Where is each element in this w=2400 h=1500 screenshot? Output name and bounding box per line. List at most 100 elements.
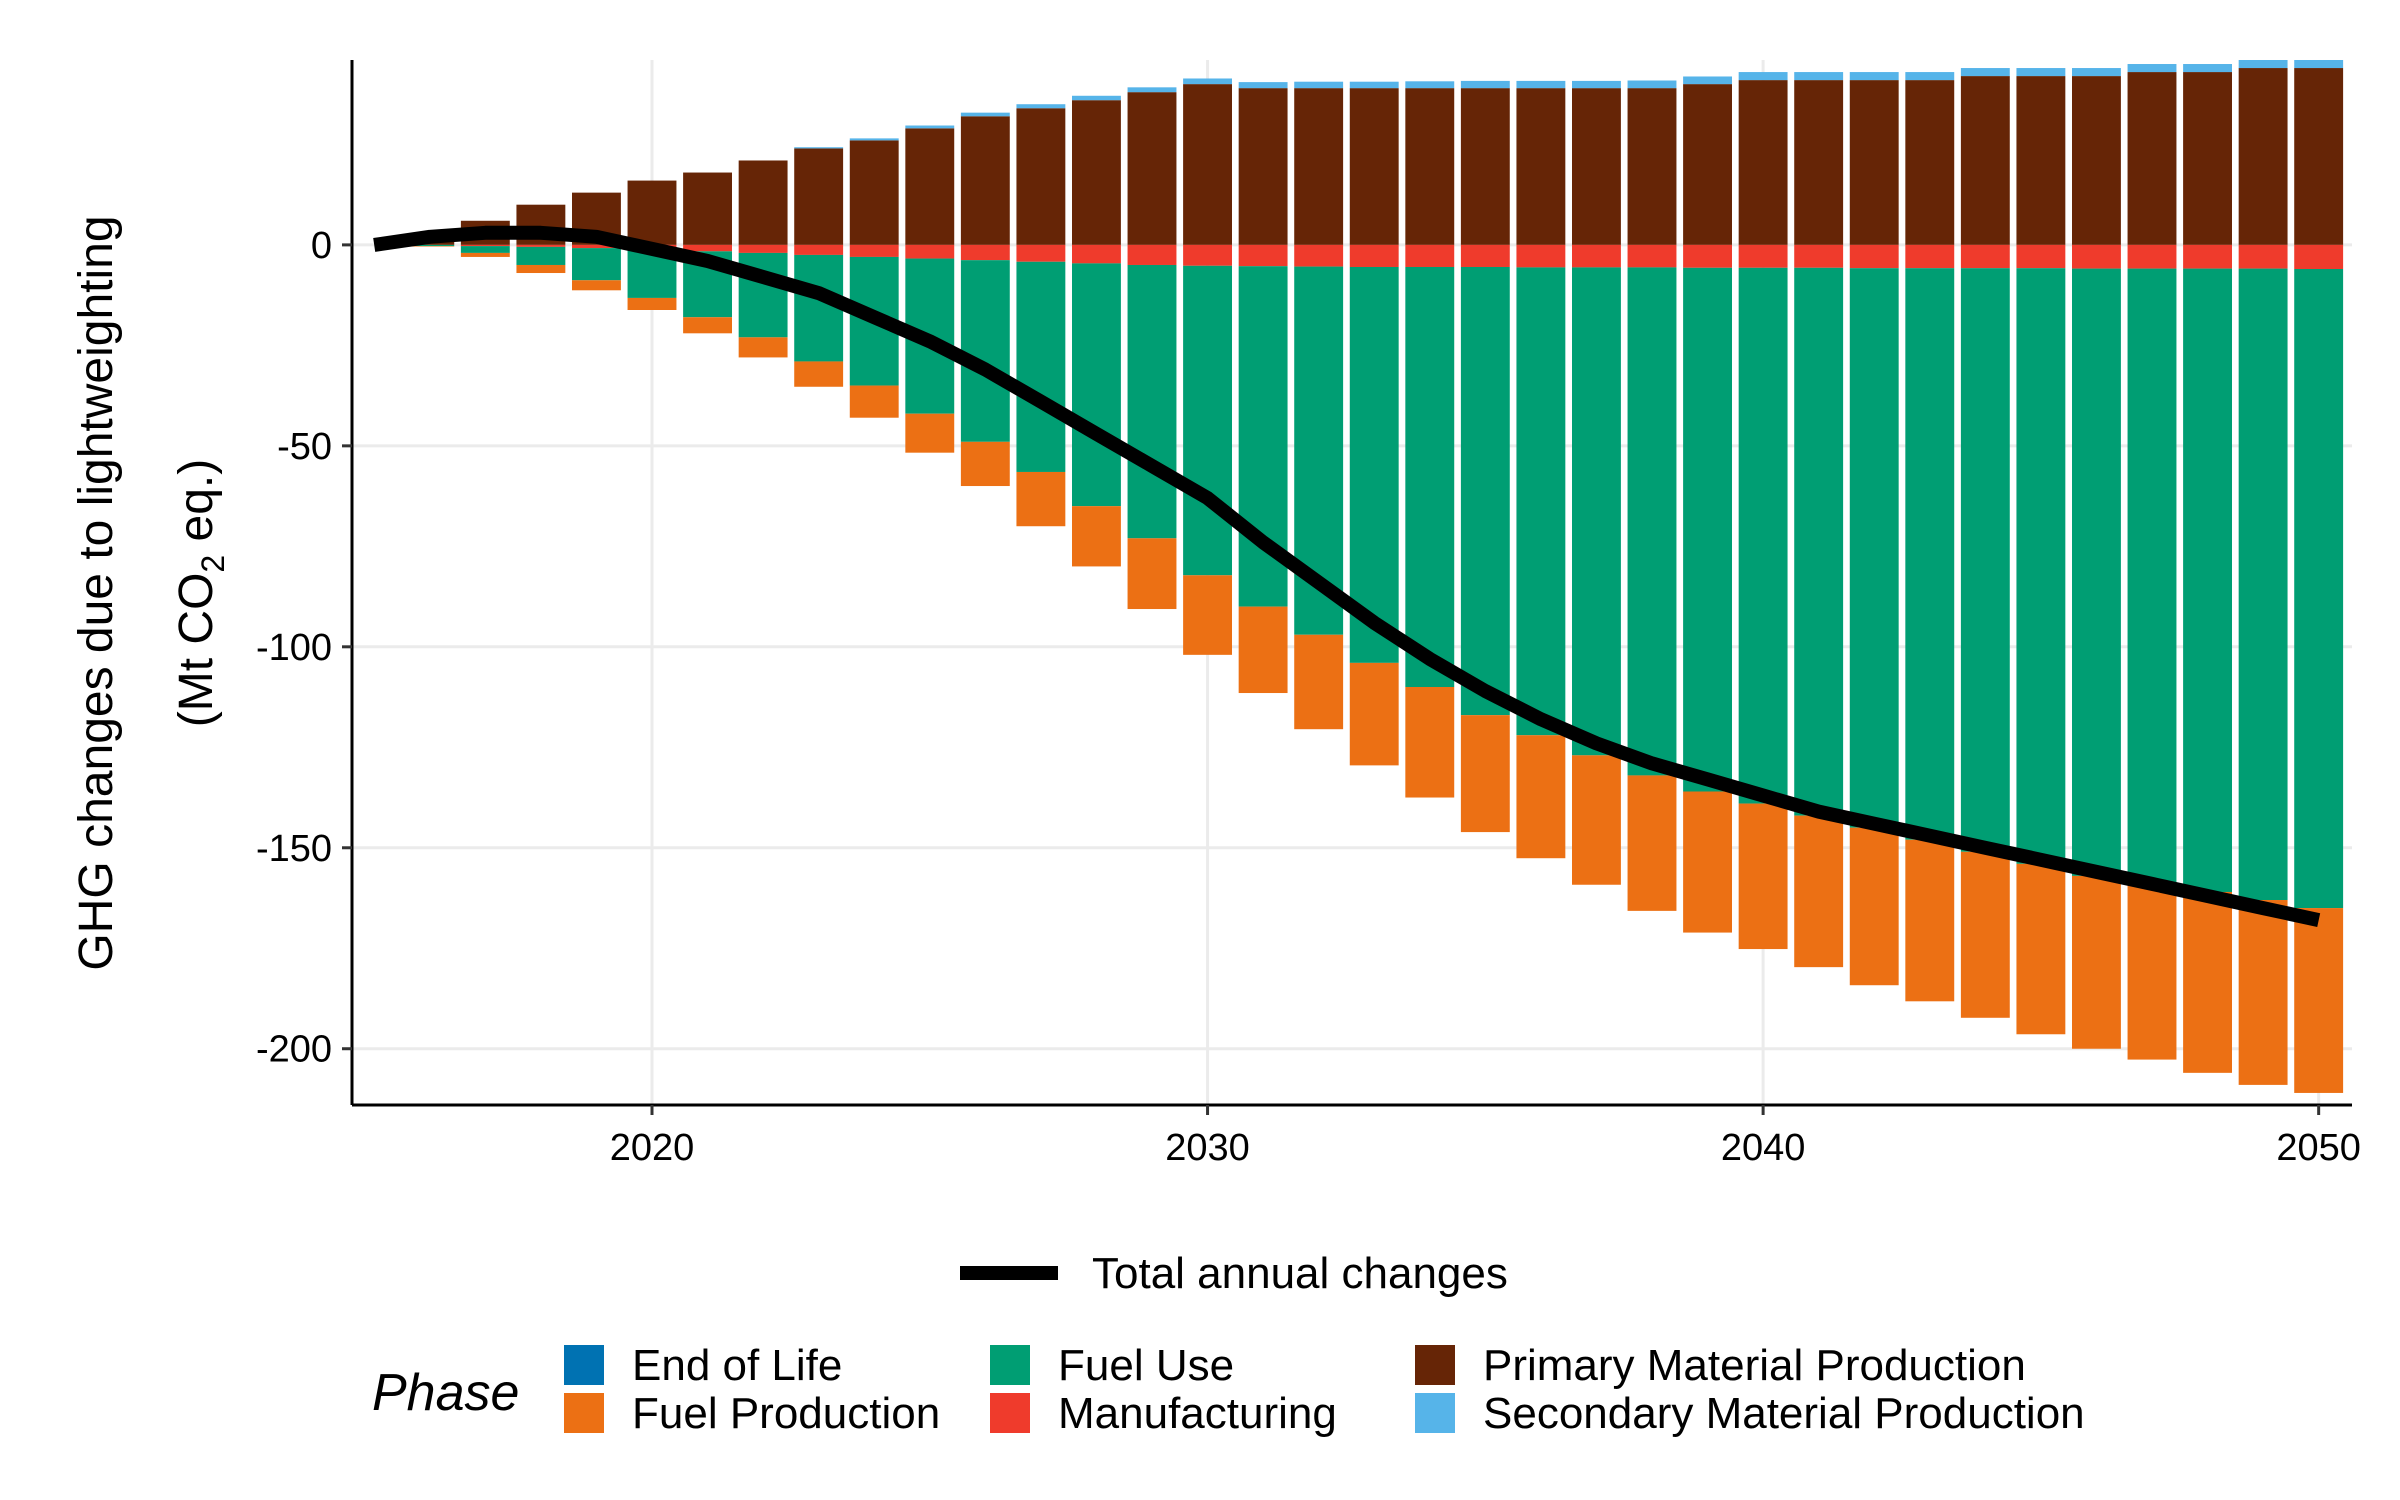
bar-manufacturing-2034 [1405,244,1455,267]
bar-secondary-material-production-2025 [905,125,955,129]
bar-primary-material-production-2040 [1738,80,1788,245]
bar-fuel-use-2047 [2127,268,2177,884]
x-tick-label: 2030 [1165,1127,1250,1169]
bar-secondary-material-production-2038 [1627,80,1677,89]
bar-secondary-material-production-2046 [2072,68,2121,77]
bar-manufacturing-2040 [1738,244,1788,268]
bar-primary-material-production-2046 [2072,76,2121,245]
bar-fuel-use-2027 [1016,261,1066,472]
bar-fuel-use-2046 [2072,268,2121,876]
bar-manufacturing-2029 [1127,244,1177,265]
bar-manufacturing-2023 [794,244,844,255]
legend-label: Fuel Production [632,1389,940,1438]
bar-secondary-material-production-2039 [1683,76,1732,85]
legend-line-label: Total annual changes [1092,1249,1508,1298]
bar-fuel-use-2037 [1572,267,1621,756]
bar-fuel-production-2037 [1572,755,1621,885]
bar-primary-material-production-2023 [794,148,844,245]
bar-secondary-material-production-2043 [1905,72,1955,81]
bar-fuel-use-2034 [1405,266,1455,687]
legend-key-fuel-use [990,1345,1030,1385]
bar-secondary-material-production-2047 [2127,64,2177,73]
total-line-layer [373,225,2321,927]
x-tick-label: 2040 [1721,1127,1806,1169]
bar-manufacturing-2050 [2294,244,2344,269]
bar-fuel-use-2029 [1127,264,1177,539]
bar-primary-material-production-2038 [1627,88,1677,245]
bar-fuel-production-2021 [683,317,732,334]
bar-fuel-production-2028 [1072,506,1121,567]
bar-fuel-use-2017 [460,246,510,253]
legend-key-manufacturing [990,1393,1030,1433]
bar-fuel-production-2022 [738,337,788,358]
bar-manufacturing-2032 [1294,244,1344,267]
bar-fuel-use-2045 [2016,268,2066,864]
stacked-bars [405,60,2344,1093]
bar-primary-material-production-2029 [1127,92,1177,245]
bar-secondary-material-production-2040 [1738,72,1788,81]
bar-fuel-production-2031 [1238,606,1288,694]
bar-fuel-production-2038 [1627,775,1677,911]
bar-fuel-production-2035 [1460,715,1510,833]
bar-manufacturing-2018 [516,244,566,247]
bar-secondary-material-production-2037 [1572,80,1621,89]
bar-manufacturing-2047 [2127,244,2177,269]
bar-fuel-use-2026 [960,260,1010,442]
bar-fuel-production-2049 [2238,900,2288,1085]
bar-fuel-production-2027 [1016,471,1066,527]
bar-primary-material-production-2035 [1460,88,1510,245]
legend-key-fuel-production [564,1393,604,1433]
bar-secondary-material-production-2032 [1294,81,1344,89]
legend-key-end-of-life [564,1345,604,1385]
bar-manufacturing-2030 [1183,244,1232,266]
bar-primary-material-production-2031 [1238,88,1288,245]
bar-primary-material-production-2028 [1072,100,1121,245]
y-tick-label: -50 [277,426,332,468]
bar-manufacturing-2025 [905,244,955,259]
bar-manufacturing-2041 [1794,244,1844,268]
bar-manufacturing-2048 [2183,244,2232,269]
bar-secondary-material-production-2050 [2294,60,2344,69]
bar-fuel-use-2038 [1627,267,1677,776]
bar-primary-material-production-2042 [1849,80,1899,245]
bar-fuel-use-2050 [2294,269,2344,909]
y-axis-title-subscript: 2 [195,555,231,573]
bar-fuel-use-2041 [1794,267,1844,816]
y-axis-title-suffix: eq.) [170,459,223,555]
bar-secondary-material-production-2035 [1460,80,1510,89]
bar-secondary-material-production-2029 [1127,87,1177,93]
legend-label: Primary Material Production [1483,1341,2026,1390]
bar-manufacturing-2019 [572,244,621,249]
legend-label: Manufacturing [1058,1389,1337,1438]
bar-secondary-material-production-2042 [1849,72,1899,81]
bar-manufacturing-2024 [849,244,899,257]
bar-fuel-production-2020 [627,297,677,310]
bar-manufacturing-2026 [960,244,1010,261]
bar-manufacturing-2028 [1072,244,1121,264]
bar-secondary-material-production-2023 [794,147,844,149]
bar-primary-material-production-2026 [960,116,1010,245]
bar-primary-material-production-2041 [1794,80,1844,245]
bar-secondary-material-production-2030 [1183,78,1232,85]
bar-fuel-production-2047 [2127,883,2177,1060]
bar-manufacturing-2049 [2238,244,2288,269]
bar-primary-material-production-2043 [1905,80,1955,245]
bar-fuel-use-2048 [2183,268,2232,892]
y-axis-title-prefix: (Mt CO [170,573,223,728]
bar-fuel-use-2044 [1960,268,2010,852]
bar-secondary-material-production-2033 [1349,81,1399,89]
axes: 0 -50 -100 -150 -200 2020 2030 2040 2050 [256,60,2361,1169]
bar-manufacturing-2031 [1238,244,1288,267]
bar-secondary-material-production-2027 [1016,104,1066,109]
bar-manufacturing-2044 [1960,244,2010,269]
bar-fuel-production-2016 [405,246,455,247]
bar-fuel-use-2036 [1516,267,1566,736]
bar-manufacturing-2036 [1516,244,1566,268]
y-tick-label: -200 [256,1029,332,1071]
bar-secondary-material-production-2044 [1960,68,2010,77]
bar-manufacturing-2027 [1016,244,1066,262]
bar-fuel-production-2046 [2072,875,2121,1049]
y-axis-title-line1: GHG changes due to lightweighting [70,215,123,970]
bar-fuel-use-2030 [1183,265,1232,576]
